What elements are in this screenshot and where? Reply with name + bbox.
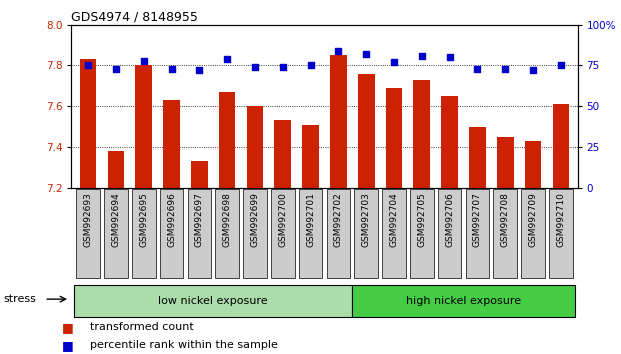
Point — [250, 64, 260, 70]
Bar — [74, 285, 352, 317]
Point — [445, 55, 455, 60]
FancyBboxPatch shape — [243, 189, 267, 278]
Text: GSM992693: GSM992693 — [84, 192, 93, 247]
Text: GSM992702: GSM992702 — [334, 192, 343, 247]
Text: GSM992707: GSM992707 — [473, 192, 482, 247]
Bar — [525, 141, 542, 188]
Point — [361, 51, 371, 57]
Point — [333, 48, 343, 54]
Bar — [191, 161, 207, 188]
Bar — [497, 137, 514, 188]
Bar — [553, 104, 569, 188]
FancyBboxPatch shape — [466, 189, 489, 278]
Point — [166, 66, 176, 72]
Point — [111, 66, 121, 72]
Text: GSM992699: GSM992699 — [250, 192, 260, 247]
Point — [194, 68, 204, 73]
Bar — [352, 285, 575, 317]
FancyBboxPatch shape — [132, 189, 155, 278]
FancyBboxPatch shape — [549, 189, 573, 278]
Text: GSM992695: GSM992695 — [139, 192, 148, 247]
Bar — [330, 55, 347, 188]
Bar — [358, 74, 374, 188]
FancyBboxPatch shape — [76, 189, 100, 278]
Text: GSM992708: GSM992708 — [501, 192, 510, 247]
Text: GSM992694: GSM992694 — [111, 192, 120, 247]
Text: GSM992700: GSM992700 — [278, 192, 288, 247]
Text: transformed count: transformed count — [90, 322, 194, 332]
Bar — [107, 151, 124, 188]
Point — [306, 63, 315, 68]
FancyBboxPatch shape — [160, 189, 183, 278]
Bar — [442, 96, 458, 188]
Text: GSM992709: GSM992709 — [528, 192, 538, 247]
Text: GSM992704: GSM992704 — [389, 192, 399, 247]
Point — [83, 63, 93, 68]
Text: GSM992705: GSM992705 — [417, 192, 426, 247]
Text: GSM992706: GSM992706 — [445, 192, 454, 247]
FancyBboxPatch shape — [382, 189, 406, 278]
Point — [473, 66, 483, 72]
Point — [138, 58, 148, 63]
FancyBboxPatch shape — [215, 189, 239, 278]
Text: GSM992701: GSM992701 — [306, 192, 315, 247]
Text: GSM992703: GSM992703 — [361, 192, 371, 247]
Text: GDS4974 / 8148955: GDS4974 / 8148955 — [71, 11, 198, 24]
Text: high nickel exposure: high nickel exposure — [406, 296, 521, 306]
Bar — [414, 80, 430, 188]
Point — [417, 53, 427, 58]
Text: GSM992698: GSM992698 — [223, 192, 232, 247]
FancyBboxPatch shape — [104, 189, 128, 278]
Text: ■: ■ — [62, 321, 74, 334]
Point — [528, 68, 538, 73]
Text: low nickel exposure: low nickel exposure — [158, 296, 268, 306]
Bar — [163, 100, 180, 188]
FancyBboxPatch shape — [299, 189, 322, 278]
Bar — [219, 92, 235, 188]
Bar — [274, 120, 291, 188]
FancyBboxPatch shape — [327, 189, 350, 278]
Bar — [135, 65, 152, 188]
FancyBboxPatch shape — [438, 189, 461, 278]
FancyBboxPatch shape — [410, 189, 433, 278]
Point — [556, 63, 566, 68]
Point — [389, 59, 399, 65]
Bar — [469, 127, 486, 188]
Text: ■: ■ — [62, 339, 74, 352]
Bar — [79, 59, 96, 188]
Point — [222, 56, 232, 62]
FancyBboxPatch shape — [188, 189, 211, 278]
Point — [278, 64, 288, 70]
Text: GSM992697: GSM992697 — [195, 192, 204, 247]
FancyBboxPatch shape — [271, 189, 294, 278]
Bar — [247, 106, 263, 188]
Text: GSM992696: GSM992696 — [167, 192, 176, 247]
FancyBboxPatch shape — [494, 189, 517, 278]
Text: stress: stress — [3, 294, 36, 304]
FancyBboxPatch shape — [355, 189, 378, 278]
FancyBboxPatch shape — [521, 189, 545, 278]
Text: GSM992710: GSM992710 — [556, 192, 565, 247]
Bar — [386, 88, 402, 188]
Text: percentile rank within the sample: percentile rank within the sample — [90, 340, 278, 350]
Point — [501, 66, 510, 72]
Bar — [302, 125, 319, 188]
